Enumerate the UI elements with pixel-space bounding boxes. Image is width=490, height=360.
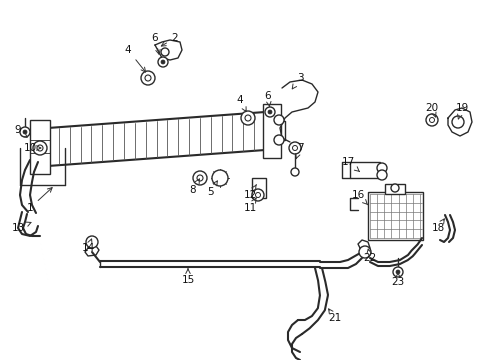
Circle shape <box>141 71 155 85</box>
Bar <box>385 184 405 194</box>
Circle shape <box>426 114 438 126</box>
Text: 3: 3 <box>292 73 303 89</box>
Text: 20: 20 <box>425 103 439 117</box>
Text: 1: 1 <box>26 188 52 213</box>
Text: 23: 23 <box>392 273 405 287</box>
Bar <box>252 178 266 198</box>
Circle shape <box>265 107 275 117</box>
Text: 22: 22 <box>364 249 377 263</box>
Text: 4: 4 <box>124 45 146 72</box>
Text: 21: 21 <box>328 309 342 323</box>
Bar <box>350 162 380 178</box>
Text: 10: 10 <box>24 143 41 153</box>
Text: 18: 18 <box>431 219 444 233</box>
Text: 19: 19 <box>455 103 468 119</box>
Circle shape <box>241 111 255 125</box>
Text: 16: 16 <box>351 190 368 205</box>
Circle shape <box>245 115 251 121</box>
Circle shape <box>359 246 371 258</box>
Text: 9: 9 <box>15 125 27 137</box>
Circle shape <box>274 135 284 145</box>
Circle shape <box>291 168 299 176</box>
Bar <box>263 104 281 158</box>
Text: 6: 6 <box>265 91 271 107</box>
Circle shape <box>193 171 207 185</box>
Circle shape <box>274 115 284 125</box>
Text: 4: 4 <box>237 95 246 112</box>
Text: 15: 15 <box>181 269 195 285</box>
Circle shape <box>86 236 98 248</box>
Circle shape <box>20 127 30 137</box>
Circle shape <box>212 170 228 186</box>
Circle shape <box>396 270 400 274</box>
Circle shape <box>158 57 168 67</box>
Text: 17: 17 <box>342 157 360 172</box>
Text: 2: 2 <box>161 33 178 46</box>
Text: 6: 6 <box>152 33 160 54</box>
Text: 12: 12 <box>244 185 257 200</box>
Circle shape <box>33 141 47 155</box>
Circle shape <box>391 184 399 192</box>
Circle shape <box>452 116 464 128</box>
Text: 14: 14 <box>81 239 95 253</box>
Circle shape <box>377 163 387 173</box>
Circle shape <box>145 75 151 81</box>
Circle shape <box>161 48 169 56</box>
Circle shape <box>377 170 387 180</box>
Circle shape <box>268 110 272 114</box>
Bar <box>30 120 50 174</box>
Circle shape <box>293 145 297 150</box>
Circle shape <box>23 130 27 134</box>
Bar <box>368 192 423 240</box>
Circle shape <box>161 60 165 64</box>
Text: 5: 5 <box>207 181 218 197</box>
Circle shape <box>197 175 203 181</box>
Circle shape <box>37 145 43 151</box>
Circle shape <box>289 142 301 154</box>
Text: 7: 7 <box>295 143 303 159</box>
Circle shape <box>430 117 435 122</box>
Text: 11: 11 <box>244 198 257 213</box>
Circle shape <box>393 267 403 277</box>
Circle shape <box>255 193 261 198</box>
Text: 8: 8 <box>190 179 199 195</box>
Circle shape <box>252 189 264 201</box>
Text: 13: 13 <box>11 222 31 233</box>
